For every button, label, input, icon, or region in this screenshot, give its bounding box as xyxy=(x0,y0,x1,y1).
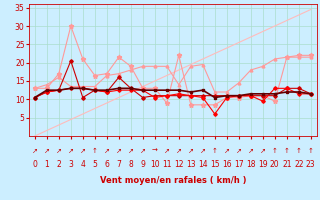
Text: ↑: ↑ xyxy=(272,148,278,154)
Text: 20: 20 xyxy=(270,160,280,169)
Text: ↑: ↑ xyxy=(296,148,302,154)
Text: 9: 9 xyxy=(140,160,145,169)
Text: ↗: ↗ xyxy=(104,148,110,154)
Text: 6: 6 xyxy=(104,160,109,169)
Text: ↗: ↗ xyxy=(200,148,206,154)
Text: 4: 4 xyxy=(80,160,85,169)
Text: ↗: ↗ xyxy=(236,148,242,154)
Text: ↗: ↗ xyxy=(32,148,38,154)
Text: ↗: ↗ xyxy=(128,148,134,154)
Text: ↑: ↑ xyxy=(308,148,314,154)
Text: ↗: ↗ xyxy=(140,148,146,154)
Text: ↗: ↗ xyxy=(176,148,182,154)
Text: 21: 21 xyxy=(282,160,292,169)
Text: 15: 15 xyxy=(210,160,220,169)
Text: ↗: ↗ xyxy=(260,148,266,154)
Text: 10: 10 xyxy=(150,160,160,169)
Text: ↗: ↗ xyxy=(116,148,122,154)
Text: ↗: ↗ xyxy=(56,148,62,154)
Text: 12: 12 xyxy=(174,160,184,169)
Text: 18: 18 xyxy=(246,160,256,169)
Text: 11: 11 xyxy=(162,160,172,169)
Text: ↗: ↗ xyxy=(44,148,50,154)
Text: ↗: ↗ xyxy=(164,148,170,154)
Text: 23: 23 xyxy=(306,160,316,169)
Text: 22: 22 xyxy=(294,160,304,169)
Text: ↗: ↗ xyxy=(248,148,254,154)
Text: →: → xyxy=(152,148,158,154)
Text: Vent moyen/en rafales ( km/h ): Vent moyen/en rafales ( km/h ) xyxy=(100,176,246,185)
Text: 16: 16 xyxy=(222,160,232,169)
Text: 2: 2 xyxy=(56,160,61,169)
Text: 0: 0 xyxy=(32,160,37,169)
Text: 3: 3 xyxy=(68,160,73,169)
Text: 5: 5 xyxy=(92,160,97,169)
Text: 7: 7 xyxy=(116,160,121,169)
Text: 19: 19 xyxy=(258,160,268,169)
Text: 13: 13 xyxy=(186,160,196,169)
Text: 17: 17 xyxy=(234,160,244,169)
Text: ↗: ↗ xyxy=(224,148,230,154)
Text: ↑: ↑ xyxy=(92,148,98,154)
Text: 1: 1 xyxy=(44,160,49,169)
Text: ↑: ↑ xyxy=(212,148,218,154)
Text: ↑: ↑ xyxy=(284,148,290,154)
Text: ↗: ↗ xyxy=(188,148,194,154)
Text: 8: 8 xyxy=(128,160,133,169)
Text: 14: 14 xyxy=(198,160,208,169)
Text: ↗: ↗ xyxy=(68,148,74,154)
Text: ↗: ↗ xyxy=(80,148,86,154)
